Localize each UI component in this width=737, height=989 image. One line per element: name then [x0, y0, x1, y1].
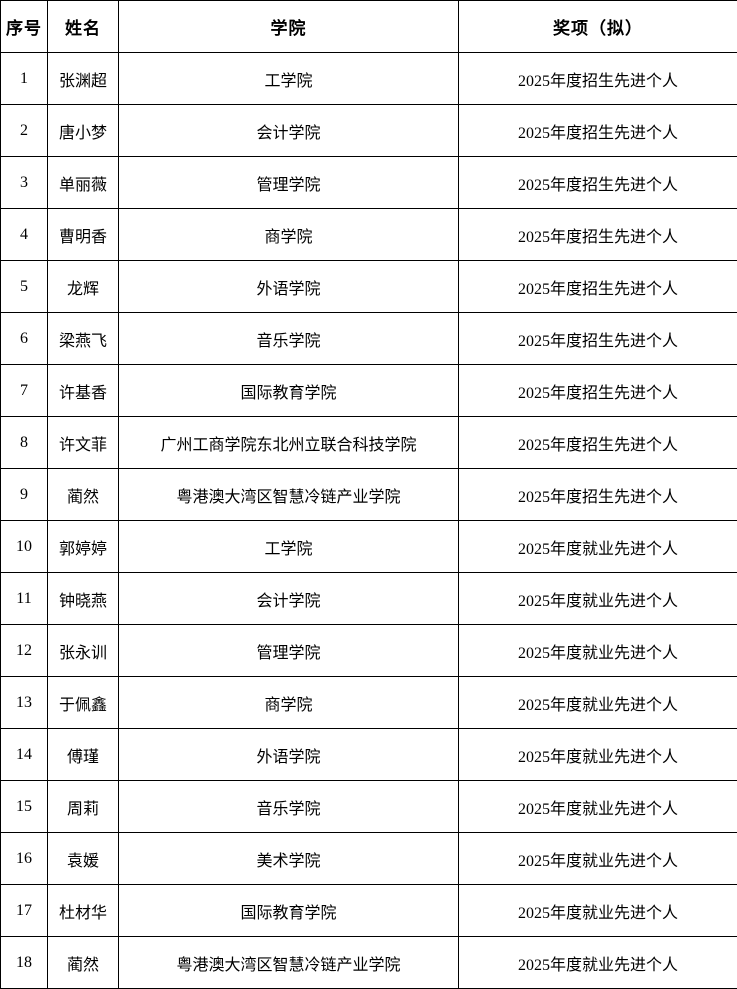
table-row: 3 单丽薇 管理学院 2025年度招生先进个人 [0, 156, 737, 209]
cell-award: 2025年度招生先进个人 [458, 364, 737, 417]
cell-award: 2025年度就业先进个人 [458, 832, 737, 885]
table-row: 17 杜材华 国际教育学院 2025年度就业先进个人 [0, 884, 737, 937]
cell-award: 2025年度招生先进个人 [458, 468, 737, 521]
cell-college: 音乐学院 [118, 780, 459, 833]
cell-college: 国际教育学院 [118, 884, 459, 937]
table-row: 12 张永训 管理学院 2025年度就业先进个人 [0, 624, 737, 677]
cell-seq: 12 [0, 624, 48, 677]
cell-college: 工学院 [118, 520, 459, 573]
cell-seq: 16 [0, 832, 48, 885]
cell-college: 商学院 [118, 208, 459, 261]
cell-name: 许基香 [47, 364, 119, 417]
table-row: 1 张渊超 工学院 2025年度招生先进个人 [0, 52, 737, 105]
table-row: 5 龙辉 外语学院 2025年度招生先进个人 [0, 260, 737, 313]
cell-college: 粤港澳大湾区智慧冷链产业学院 [118, 468, 459, 521]
cell-seq: 13 [0, 676, 48, 729]
cell-name: 张永训 [47, 624, 119, 677]
cell-award: 2025年度就业先进个人 [458, 624, 737, 677]
cell-college: 音乐学院 [118, 312, 459, 365]
cell-college: 国际教育学院 [118, 364, 459, 417]
table-row: 11 钟晓燕 会计学院 2025年度就业先进个人 [0, 572, 737, 625]
cell-college: 粤港澳大湾区智慧冷链产业学院 [118, 936, 459, 989]
cell-award: 2025年度招生先进个人 [458, 208, 737, 261]
cell-college: 广州工商学院东北州立联合科技学院 [118, 416, 459, 469]
cell-award: 2025年度招生先进个人 [458, 104, 737, 157]
cell-seq: 4 [0, 208, 48, 261]
cell-name: 傅瑾 [47, 728, 119, 781]
header-row: 序号 姓名 学院 奖项（拟） [0, 0, 737, 53]
cell-name: 袁媛 [47, 832, 119, 885]
cell-name: 曹明香 [47, 208, 119, 261]
cell-award: 2025年度招生先进个人 [458, 312, 737, 365]
table-row: 18 蔺然 粤港澳大湾区智慧冷链产业学院 2025年度就业先进个人 [0, 936, 737, 989]
cell-college: 外语学院 [118, 728, 459, 781]
cell-name: 唐小梦 [47, 104, 119, 157]
cell-award: 2025年度就业先进个人 [458, 572, 737, 625]
cell-seq: 10 [0, 520, 48, 573]
cell-seq: 18 [0, 936, 48, 989]
cell-name: 单丽薇 [47, 156, 119, 209]
cell-college: 美术学院 [118, 832, 459, 885]
cell-name: 于佩鑫 [47, 676, 119, 729]
cell-name: 张渊超 [47, 52, 119, 105]
table-row: 16 袁媛 美术学院 2025年度就业先进个人 [0, 832, 737, 885]
cell-college: 会计学院 [118, 572, 459, 625]
cell-award: 2025年度就业先进个人 [458, 520, 737, 573]
cell-name: 杜材华 [47, 884, 119, 937]
cell-award: 2025年度招生先进个人 [458, 260, 737, 313]
table-row: 6 梁燕飞 音乐学院 2025年度招生先进个人 [0, 312, 737, 365]
cell-award: 2025年度招生先进个人 [458, 156, 737, 209]
cell-seq: 2 [0, 104, 48, 157]
cell-college: 管理学院 [118, 156, 459, 209]
cell-name: 钟晓燕 [47, 572, 119, 625]
cell-college: 会计学院 [118, 104, 459, 157]
cell-college: 管理学院 [118, 624, 459, 677]
cell-college: 外语学院 [118, 260, 459, 313]
col-header-college: 学院 [118, 0, 459, 53]
cell-award: 2025年度就业先进个人 [458, 728, 737, 781]
cell-name: 周莉 [47, 780, 119, 833]
table-row: 4 曹明香 商学院 2025年度招生先进个人 [0, 208, 737, 261]
cell-seq: 17 [0, 884, 48, 937]
cell-seq: 9 [0, 468, 48, 521]
table-row: 2 唐小梦 会计学院 2025年度招生先进个人 [0, 104, 737, 157]
cell-seq: 11 [0, 572, 48, 625]
cell-award: 2025年度招生先进个人 [458, 416, 737, 469]
col-header-award: 奖项（拟） [458, 0, 737, 53]
cell-award: 2025年度就业先进个人 [458, 884, 737, 937]
cell-college: 商学院 [118, 676, 459, 729]
cell-college: 工学院 [118, 52, 459, 105]
table-row: 15 周莉 音乐学院 2025年度就业先进个人 [0, 780, 737, 833]
cell-seq: 14 [0, 728, 48, 781]
table-row: 9 蔺然 粤港澳大湾区智慧冷链产业学院 2025年度招生先进个人 [0, 468, 737, 521]
cell-award: 2025年度就业先进个人 [458, 780, 737, 833]
cell-award: 2025年度就业先进个人 [458, 676, 737, 729]
cell-seq: 8 [0, 416, 48, 469]
cell-name: 龙辉 [47, 260, 119, 313]
cell-seq: 6 [0, 312, 48, 365]
cell-award: 2025年度就业先进个人 [458, 936, 737, 989]
table-row: 10 郭婷婷 工学院 2025年度就业先进个人 [0, 520, 737, 573]
cell-award: 2025年度招生先进个人 [458, 52, 737, 105]
cell-name: 蔺然 [47, 936, 119, 989]
cell-seq: 7 [0, 364, 48, 417]
table-row: 8 许文菲 广州工商学院东北州立联合科技学院 2025年度招生先进个人 [0, 416, 737, 469]
cell-name: 郭婷婷 [47, 520, 119, 573]
cell-seq: 1 [0, 52, 48, 105]
cell-seq: 3 [0, 156, 48, 209]
cell-seq: 5 [0, 260, 48, 313]
col-header-name: 姓名 [47, 0, 119, 53]
table-row: 14 傅瑾 外语学院 2025年度就业先进个人 [0, 728, 737, 781]
cell-name: 许文菲 [47, 416, 119, 469]
col-header-seq: 序号 [0, 0, 48, 53]
table-row: 13 于佩鑫 商学院 2025年度就业先进个人 [0, 676, 737, 729]
cell-name: 蔺然 [47, 468, 119, 521]
cell-name: 梁燕飞 [47, 312, 119, 365]
cell-seq: 15 [0, 780, 48, 833]
table-row: 7 许基香 国际教育学院 2025年度招生先进个人 [0, 364, 737, 417]
